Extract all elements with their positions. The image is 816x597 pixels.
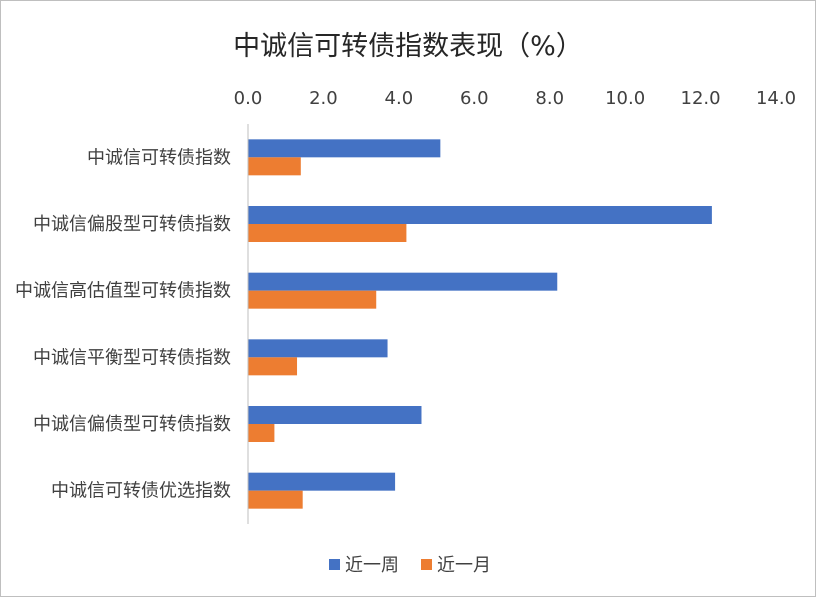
legend-label: 近一周 xyxy=(345,555,399,576)
category-labels: 中诚信可转债指数中诚信偏股型可转债指数中诚信高估值型可转债指数中诚信平衡型可转债… xyxy=(15,147,231,501)
category-label: 中诚信可转债指数 xyxy=(87,147,231,168)
legend-swatch xyxy=(329,559,340,570)
x-tick-label: 2.0 xyxy=(309,88,338,109)
x-axis-ticks: 0.0 2.0 4.0 6.0 8.0 10.0 12.0 14.0 xyxy=(234,88,796,109)
bar-month xyxy=(248,424,275,442)
x-tick-label: 6.0 xyxy=(460,88,489,109)
bar-month xyxy=(248,224,407,242)
category-label: 中诚信偏债型可转债指数 xyxy=(33,414,231,435)
legend-swatch xyxy=(421,559,432,570)
bar-week xyxy=(248,406,422,424)
x-tick-label: 0.0 xyxy=(234,88,263,109)
bar-month xyxy=(248,290,377,309)
bar-month xyxy=(248,157,301,176)
x-tick-label: 8.0 xyxy=(535,88,564,109)
bar-week xyxy=(248,139,441,158)
chart-title: 中诚信可转债指数表现（%） xyxy=(233,31,583,62)
x-tick-label: 12.0 xyxy=(681,88,721,109)
legend-label: 近一月 xyxy=(437,555,491,576)
bar-month xyxy=(248,490,303,509)
x-tick-label: 10.0 xyxy=(605,88,645,109)
x-tick-label: 14.0 xyxy=(756,88,796,109)
bar-week xyxy=(248,472,396,491)
bar-month xyxy=(248,357,298,376)
bar-week xyxy=(248,272,558,291)
x-tick-label: 4.0 xyxy=(385,88,414,109)
legend: 近一周 近一月 xyxy=(329,555,491,576)
category-label: 中诚信平衡型可转债指数 xyxy=(33,347,231,368)
bar-week xyxy=(248,206,712,224)
category-label: 中诚信可转债优选指数 xyxy=(51,481,231,502)
category-label: 中诚信偏股型可转债指数 xyxy=(33,214,231,235)
bars xyxy=(248,139,712,509)
bar-week xyxy=(248,339,388,358)
category-label: 中诚信高估值型可转债指数 xyxy=(15,281,231,302)
